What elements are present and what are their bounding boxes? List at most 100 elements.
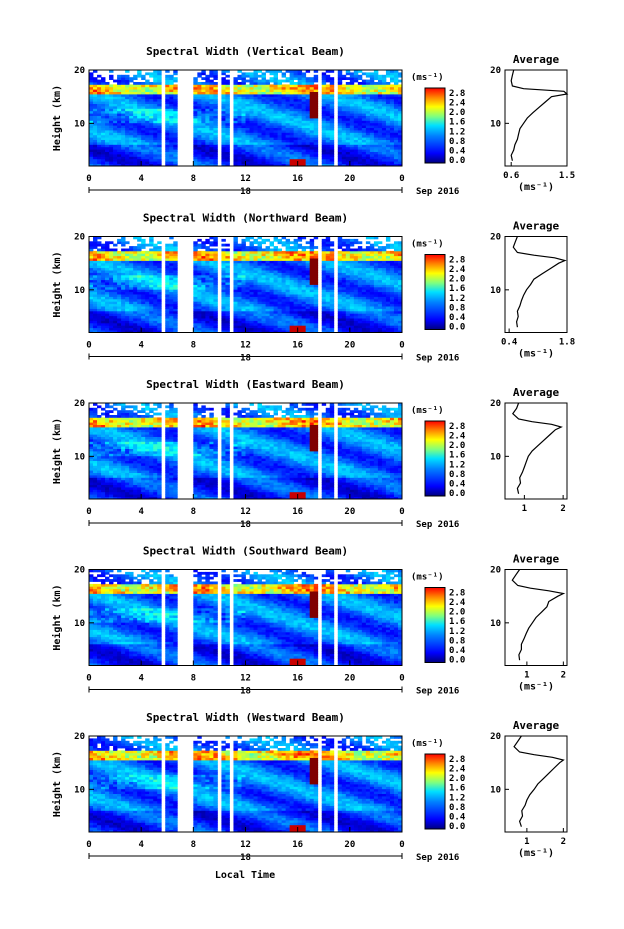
heatmap-cell <box>357 291 363 295</box>
heatmap-cell <box>193 313 198 317</box>
heatmap-cell <box>165 284 170 288</box>
heatmap-cell <box>257 270 262 273</box>
heatmap-cell <box>269 120 274 124</box>
heatmap-cell <box>225 74 230 78</box>
heatmap-cell <box>269 301 274 305</box>
heatmap-cell <box>133 163 138 167</box>
heatmap-cell <box>117 130 122 133</box>
heatmap-cell <box>221 308 226 312</box>
heatmap-cell <box>349 291 355 295</box>
heatmap-cell <box>141 279 146 283</box>
heatmap-cell <box>277 248 283 252</box>
heatmap-cell <box>373 89 379 92</box>
heatmap-cell <box>241 82 246 85</box>
heatmap-cell <box>377 118 383 121</box>
heatmap-cell <box>193 132 198 136</box>
heatmap-cell <box>377 77 383 80</box>
heatmap-cell <box>341 243 347 247</box>
heatmap-cell <box>129 144 134 148</box>
heatmap-cell <box>237 156 242 160</box>
heatmap-cell <box>257 101 262 104</box>
heatmap-cell <box>365 272 371 276</box>
heatmap-cell <box>165 84 170 88</box>
heatmap-cell <box>113 243 118 247</box>
heatmap-cell <box>213 89 218 92</box>
heatmap-cell <box>321 322 327 326</box>
heatmap-cell <box>141 74 146 78</box>
heatmap-cell <box>201 89 206 92</box>
heatmap-cell <box>341 113 347 116</box>
heatmap-cell <box>241 94 246 97</box>
heatmap-cell <box>245 325 250 329</box>
heatmap-cell <box>209 70 214 73</box>
heatmap-cell <box>245 98 250 102</box>
heatmap-cell <box>381 120 387 124</box>
heatmap-cell <box>133 77 138 80</box>
heatmap-cell <box>153 325 158 329</box>
heatmap-cell <box>209 262 214 266</box>
heatmap-cell <box>225 298 230 302</box>
heatmap-cell <box>129 318 134 321</box>
heatmap-cell <box>93 246 98 249</box>
heatmap-cell <box>329 86 335 90</box>
heatmap-cell <box>137 294 142 297</box>
heatmap-cell <box>249 94 254 97</box>
heatmap-cell <box>249 106 254 109</box>
heatmap-cell <box>101 101 106 104</box>
heatmap-cell <box>233 146 238 150</box>
heatmap-cell <box>241 322 246 326</box>
heatmap-cell <box>145 72 150 76</box>
heatmap-cell <box>149 113 154 116</box>
heatmap-cell <box>257 82 262 85</box>
heatmap-cell <box>385 161 391 164</box>
heatmap-cell <box>337 330 343 333</box>
heatmap-cell <box>165 294 170 297</box>
heatmap-cell <box>277 258 283 261</box>
heatmap-cell <box>205 137 210 140</box>
heatmap-cell <box>205 282 210 285</box>
heatmap-cell <box>389 127 395 131</box>
heatmap-cell <box>353 118 359 121</box>
heatmap-cell <box>361 267 367 271</box>
heatmap-cell <box>173 294 178 297</box>
heatmap-cell <box>153 322 158 326</box>
heatmap-cell <box>157 103 162 107</box>
heatmap-cell <box>293 110 299 114</box>
heatmap-cell <box>309 146 315 150</box>
heatmap-cell <box>337 286 343 290</box>
heatmap-cell <box>133 86 138 90</box>
heatmap-cell <box>173 134 178 138</box>
heatmap-cell <box>233 267 238 271</box>
heatmap-cell <box>325 282 331 285</box>
heatmap-cell <box>329 98 335 102</box>
heatmap-cell <box>93 86 98 90</box>
heatmap-cell <box>105 320 110 324</box>
heatmap-cell <box>145 161 150 164</box>
heatmap-cell <box>253 246 258 249</box>
heatmap-cell <box>97 327 102 331</box>
heatmap-cell <box>101 137 106 140</box>
heatmap-cell <box>289 289 295 293</box>
heatmap-cell <box>93 236 98 240</box>
heatmap-cell <box>289 101 295 104</box>
heatmap-cell <box>209 134 214 138</box>
heatmap-cell <box>289 79 295 83</box>
heatmap-cell <box>237 74 242 78</box>
heatmap-cell <box>165 149 170 152</box>
heatmap-cell <box>313 318 319 321</box>
heatmap-cell <box>289 253 295 257</box>
heatmap-cell <box>137 306 142 309</box>
heatmap-cell <box>349 315 355 319</box>
heatmap-cell <box>165 161 170 164</box>
heatmap-cell <box>277 86 283 90</box>
heatmap-cell <box>265 156 270 160</box>
heatmap-cell <box>141 86 146 90</box>
heatmap-cell <box>297 79 303 83</box>
heatmap-cell <box>173 151 178 155</box>
heatmap-cell <box>289 246 295 249</box>
x-tick-label: 0 <box>399 174 404 184</box>
heatmap-cell <box>165 86 170 90</box>
heatmap-cell <box>97 94 102 97</box>
heatmap-cell <box>301 291 307 295</box>
heatmap-cell <box>165 113 170 116</box>
